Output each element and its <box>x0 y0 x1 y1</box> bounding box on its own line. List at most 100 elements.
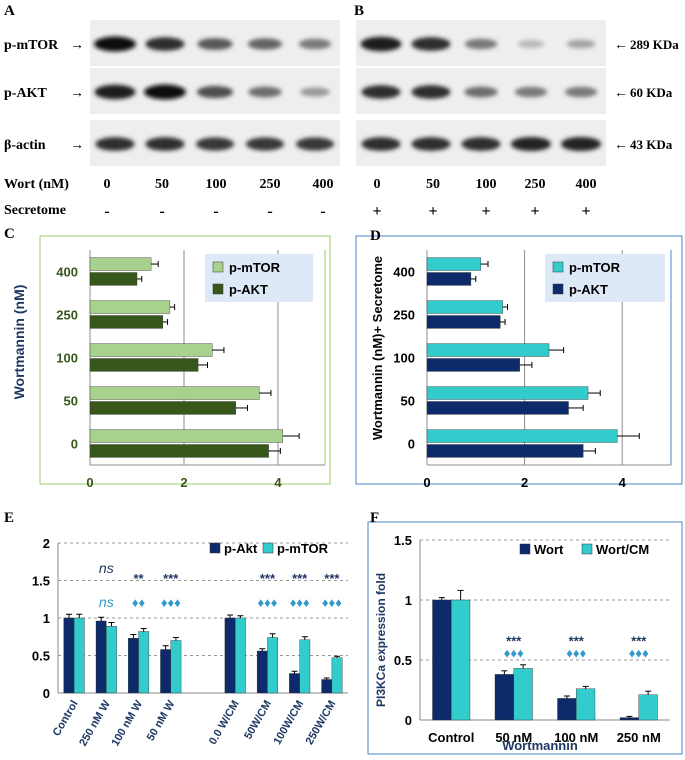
x-tick-label: 0 <box>86 475 93 490</box>
blot-band-1-1-2 <box>464 86 498 98</box>
bar-wort <box>432 599 452 721</box>
x-tick-label: 50 nM W <box>145 698 178 743</box>
legend-swatch <box>212 283 224 295</box>
bar-p-mtor <box>426 429 618 443</box>
bar-p-mtor <box>426 300 503 314</box>
panel-letter: E <box>4 510 14 526</box>
blot-band-2-1-2 <box>461 137 501 151</box>
legend-label: p-AKT <box>569 282 608 297</box>
blot-band-1-1-1 <box>411 85 451 99</box>
bar-pmtor <box>106 626 117 694</box>
bar-p-mtor <box>426 257 481 271</box>
blot-band-0-0-3 <box>247 38 283 50</box>
significance-marker: ** <box>133 571 144 586</box>
significance-marker: *** <box>569 634 585 649</box>
dose-label-a: 400 <box>313 177 334 192</box>
secretome-sign-b: + <box>372 203 381 220</box>
significance-marker: ns <box>99 560 114 576</box>
blot-band-0-0-0 <box>94 36 136 52</box>
blot-band-2-1-3 <box>510 136 552 152</box>
panel-letter-b: B <box>354 3 364 19</box>
panel-c: C 0 2 4 0 50 100 250 400 Wortmannin (nM) p-mTOR p-A… <box>4 226 331 490</box>
bar-pmtor <box>235 617 246 694</box>
y-tick-label: 50 <box>401 394 415 409</box>
y-tick-label: 250 <box>393 308 415 323</box>
y-tick-label: 0.5 <box>32 649 50 664</box>
bar-pakt <box>289 673 300 694</box>
y-tick-label: 1 <box>43 611 50 626</box>
bar-pakt <box>224 617 236 694</box>
x-axis-title: Wortmannin <box>502 738 578 753</box>
blot-arrow-left: → <box>70 138 84 153</box>
bar-pakt <box>128 638 139 694</box>
blot-band-2-1-1 <box>411 137 451 151</box>
legend-swatch <box>519 543 531 555</box>
blot-row-label: p-mTOR <box>4 38 59 53</box>
bar-pmtor <box>331 657 343 694</box>
y-tick-label: 0.5 <box>394 653 412 668</box>
bar-p-mtor <box>89 300 171 314</box>
legend-swatch <box>262 542 274 554</box>
significance-marker: ♦♦♦ <box>257 595 277 610</box>
x-tick-label: 100W/CM <box>271 699 306 747</box>
blot-size-label: 60 KDa <box>630 85 673 100</box>
bar-pmtor <box>267 637 278 694</box>
significance-marker: *** <box>163 571 179 586</box>
x-tick-label: 250W/CM <box>304 699 339 747</box>
x-tick-label: 50 nM <box>495 730 532 745</box>
x-tick-label: 4 <box>274 475 282 490</box>
blot-arrow-left: → <box>70 86 84 101</box>
blot-band-2-0-2 <box>195 137 235 151</box>
blot-band-2-0-1 <box>145 137 185 151</box>
blot-band-1-1-3 <box>514 86 548 98</box>
y-tick-label: 100 <box>393 351 415 366</box>
wort-label: Wort (nM) <box>4 177 69 192</box>
significance-marker: ♦♦♦ <box>629 646 649 661</box>
secretome-label: Secretome <box>4 203 66 218</box>
blot-size-label: 289 KDa <box>630 37 679 52</box>
x-tick-label: 2 <box>521 475 528 490</box>
dose-label-b: 0 <box>374 177 381 192</box>
legend-swatch <box>552 261 564 273</box>
dose-label-b: 400 <box>576 177 597 192</box>
blot-band-0-1-0 <box>360 36 402 52</box>
y-tick-label: 250 <box>56 308 78 323</box>
dose-label-a: 250 <box>260 177 281 192</box>
legend-label: Wort/CM <box>596 542 649 557</box>
y-tick-label: 0 <box>43 686 50 701</box>
blot-arrow-right: ← <box>614 38 628 53</box>
bar-pmtor <box>299 639 311 694</box>
panel-letter: F <box>370 510 379 526</box>
secretome-sign-a: - <box>213 203 218 220</box>
bar-pakt <box>95 620 107 694</box>
bar-p-mtor <box>89 257 152 271</box>
bar-pmtor <box>138 631 150 694</box>
bar-p-akt <box>89 272 138 286</box>
bar-p-akt <box>426 358 520 372</box>
panel-letter: D <box>370 228 381 244</box>
x-tick-label: 2 <box>180 475 187 490</box>
bar-wort <box>494 674 514 721</box>
blot-arrow-left: → <box>70 38 84 53</box>
significance-marker: *** <box>292 571 308 586</box>
bar-p-akt <box>89 315 164 329</box>
blot-band-0-0-1 <box>145 37 185 51</box>
blot-band-0-0-2 <box>197 38 233 50</box>
significance-marker: *** <box>260 571 276 586</box>
bar-p-mtor <box>426 343 550 357</box>
bar-p-akt <box>426 444 584 458</box>
y-tick-label: 0 <box>408 437 415 452</box>
secretome-sign-a: - <box>159 203 164 220</box>
bar-p-mtor <box>89 429 283 443</box>
panel-d: D 0 2 4 0 50 100 250 400 Wortmannin (nM)+ Secreto… <box>355 228 683 490</box>
bar-p-akt <box>426 315 501 329</box>
x-tick-label: 0 <box>423 475 430 490</box>
y-tick-label: 1.5 <box>32 574 50 589</box>
chart-frame <box>39 235 331 485</box>
blot-arrow-right: ← <box>614 138 628 153</box>
dose-label-b: 100 <box>476 177 497 192</box>
blot-band-2-1-4 <box>560 136 602 152</box>
bar-pakt <box>321 679 333 694</box>
